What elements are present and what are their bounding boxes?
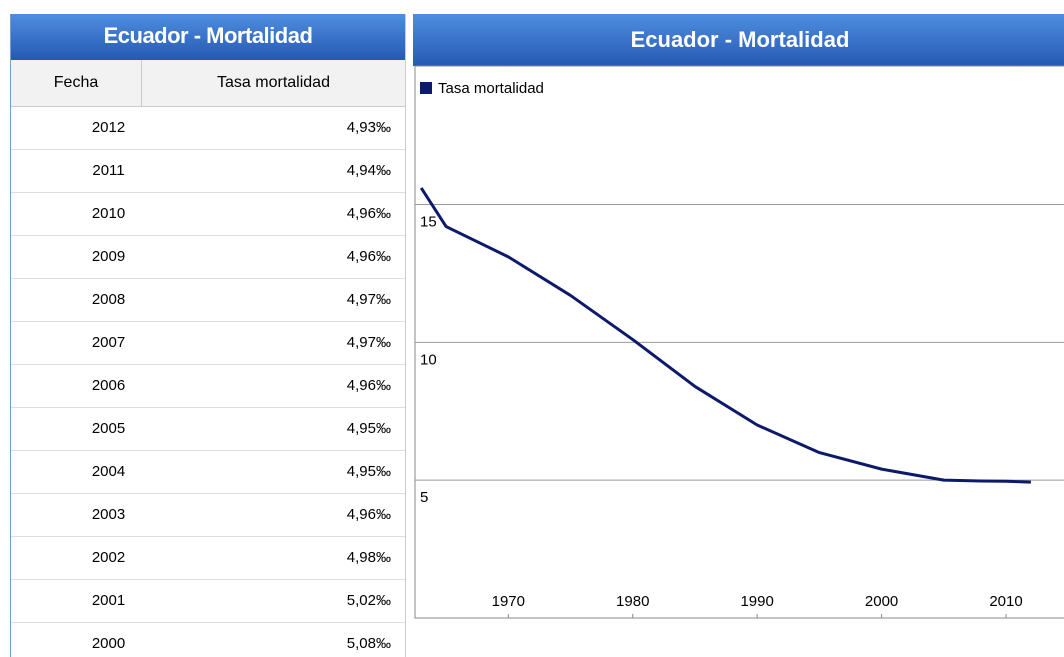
table-row: 2004 4,95‰ [11, 451, 405, 494]
table-row: 2006 4,96‰ [11, 365, 405, 408]
legend-label: Tasa mortalidad [438, 80, 544, 97]
data-line [419, 187, 1031, 484]
table-cell: 4,95‰ [346, 420, 391, 437]
table-cell: 4,95‰ [346, 463, 391, 480]
table-cell: 2006 [91, 377, 126, 394]
table-row: 2002 4,98‰ [11, 537, 405, 580]
column-header: Fecha [11, 60, 142, 106]
x-tick-label: 1980 [616, 593, 649, 610]
table-cell: 4,96‰ [346, 506, 391, 523]
table-header: Fecha Tasa mortalidad [11, 60, 405, 107]
table-cell: 2003 [91, 506, 126, 523]
table-cell: 2007 [91, 334, 126, 351]
legend-swatch [420, 82, 432, 94]
table-cell: 4,94‰ [346, 162, 391, 179]
table-cell: 2008 [91, 291, 126, 308]
table-row: 2012 4,93‰ [11, 107, 405, 150]
table-cell: 2011 [92, 162, 125, 179]
table-row: 2007 4,97‰ [11, 322, 405, 365]
table-title: Ecuador - Mortalidad [11, 14, 405, 60]
table-cell: 4,97‰ [346, 334, 391, 351]
x-tick-label: 1970 [492, 593, 525, 610]
table-cell: 2010 [91, 205, 126, 222]
table-cell: 2005 [91, 420, 126, 437]
table-cell: 4,96‰ [346, 248, 391, 265]
y-tick-label: 10 [420, 351, 437, 368]
table-row: 2003 4,96‰ [11, 494, 405, 537]
x-tick-label: 1990 [740, 593, 773, 610]
table-cell: 4,93‰ [346, 119, 391, 136]
table-row: 2008 4,97‰ [11, 279, 405, 322]
table-cell: 4,96‰ [346, 377, 391, 394]
table-cell: 2002 [91, 549, 126, 566]
table-cell: 5,08‰ [346, 635, 391, 652]
table-cell: 2001 [91, 592, 126, 609]
table-panel: Ecuador - Mortalidad Fecha Tasa mortalid… [10, 14, 406, 657]
table-cell: 5,02‰ [346, 592, 391, 609]
chart-title-bar [413, 14, 1064, 66]
table-cell: 4,96‰ [346, 205, 391, 222]
table-body: 2012 4,93‰ 2011 4,94‰ 2010 4,96‰ 2009 4,96‰ 2008… [11, 107, 405, 657]
x-tick-label: 2010 [989, 593, 1022, 610]
y-tick-label: 5 [420, 489, 428, 506]
table-cell: 2012 [91, 119, 126, 136]
table-row: 2000 5,08‰ [11, 623, 405, 657]
x-tick-label: 2000 [865, 593, 898, 610]
table-cell: 2009 [91, 248, 126, 265]
table-row: 2011 4,94‰ [11, 150, 405, 193]
column-header: Tasa mortalidad [217, 74, 330, 91]
table-row: 2005 4,95‰ [11, 408, 405, 451]
table-cell: 2004 [91, 463, 126, 480]
chart-title: Ecuador - Mortalidad [631, 27, 850, 52]
table-row: 2009 4,96‰ [11, 236, 405, 279]
table-cell: 2000 [91, 635, 126, 652]
y-tick-label: 15 [420, 213, 437, 230]
table-row: 2010 4,96‰ [11, 193, 405, 236]
table-cell: 4,97‰ [346, 291, 391, 308]
table-row: 2001 5,02‰ [11, 580, 405, 623]
table-cell: 4,98‰ [346, 549, 391, 566]
